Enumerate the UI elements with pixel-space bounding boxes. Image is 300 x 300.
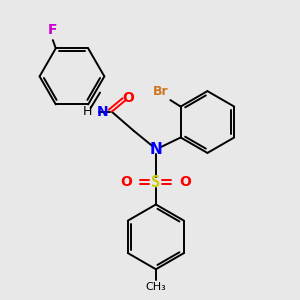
Text: S: S xyxy=(151,175,160,190)
Text: O: O xyxy=(122,92,134,106)
Text: CH₃: CH₃ xyxy=(146,283,166,292)
Text: N: N xyxy=(149,142,162,158)
Text: F: F xyxy=(47,23,57,37)
Text: O: O xyxy=(121,176,132,189)
Text: N: N xyxy=(97,105,109,119)
Text: Br: Br xyxy=(153,85,168,98)
Text: O: O xyxy=(179,176,191,189)
Text: H: H xyxy=(82,105,92,118)
